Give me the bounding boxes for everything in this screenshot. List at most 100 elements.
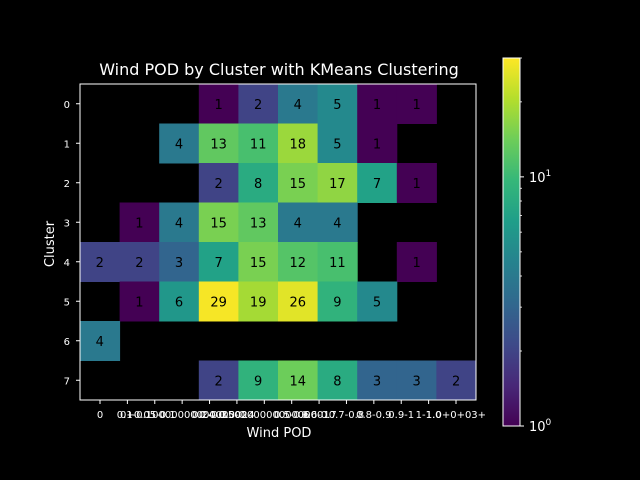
heatmap-cell — [198, 84, 239, 124]
heatmap-cell — [119, 242, 160, 282]
x-tick-label: 0.8-0.9 — [356, 410, 391, 421]
heatmap-cell — [159, 123, 200, 164]
cell-value-label: 1 — [373, 137, 381, 152]
cell-value-label: 13 — [210, 137, 227, 152]
x-tick-label: 0+ — [120, 410, 135, 421]
x-axis-label: Wind POD — [247, 426, 312, 441]
chart-title: Wind POD by Cluster with KMeans Clusteri… — [99, 60, 459, 79]
cell-value-label: 8 — [254, 177, 262, 192]
heatmap-cell — [396, 84, 437, 124]
heatmap-cell — [436, 360, 477, 401]
cell-value-label: 2 — [214, 374, 222, 389]
heatmap-cell — [198, 202, 239, 243]
heatmap-cell — [317, 281, 358, 322]
heatmap-cell — [396, 163, 437, 203]
heatmap-cell — [317, 123, 358, 164]
heatmap-cell — [159, 202, 200, 243]
cell-value-label: 1 — [214, 98, 222, 113]
heatmap-cell — [238, 360, 279, 401]
heatmap-cell — [357, 281, 398, 322]
heatmap-cell — [119, 281, 160, 322]
x-tick-label: 1-1.0 — [416, 410, 442, 421]
x-tick-label: 1.0+0+03+ — [426, 410, 486, 421]
y-tick-label: 6 — [64, 337, 70, 348]
cell-value-label: 1 — [412, 177, 420, 192]
y-tick-label: 3 — [64, 218, 70, 229]
heatmap-cell — [317, 84, 358, 124]
cell-value-label: 3 — [175, 256, 183, 271]
x-tick-label: 0.4-0.5000000000000001 — [199, 410, 330, 421]
cell-value-label: 2 — [254, 98, 262, 113]
cell-value-label: 5 — [333, 98, 341, 113]
heatmap-cell — [278, 202, 319, 243]
heatmap-cell — [317, 202, 358, 243]
plot-frame — [79, 83, 477, 401]
heatmap-cell — [159, 281, 200, 322]
heatmap-cell — [198, 360, 239, 401]
cell-value-label: 15 — [290, 177, 307, 192]
cell-value-label: 7 — [373, 177, 381, 192]
heatmap-cell — [238, 281, 279, 322]
x-tick-label: 0.7-0.8 — [329, 410, 364, 421]
cell-value-label: 4 — [333, 216, 341, 231]
x-axis-ticks: 0 0+ 0.05-0.10.1-0.10000000000000020.2-0.3… — [97, 400, 486, 421]
cell-value-label: 2 — [135, 256, 143, 271]
y-tick-label: 4 — [64, 258, 70, 269]
heatmap-cell — [238, 242, 279, 282]
heatmap-cell — [80, 242, 121, 282]
heatmap-cell — [198, 281, 239, 322]
x-tick-label: 0.5-0.6 — [274, 410, 309, 421]
heatmap-cell — [238, 202, 279, 243]
cell-value-label: 2 — [452, 374, 460, 389]
cell-value-label: 11 — [329, 256, 346, 271]
cell-value-label: 6 — [175, 295, 183, 310]
cell-value-label: 4 — [294, 98, 302, 113]
y-axis-ticks: 0 1 2 3 4 5 6 7 — [64, 100, 80, 387]
cell-value-label: 12 — [290, 256, 307, 271]
heatmap-cell — [198, 242, 239, 282]
x-tick-label: 0.6-0.7 — [301, 410, 336, 421]
cell-value-label: 26 — [290, 295, 307, 310]
y-tick-label: 2 — [64, 179, 70, 190]
y-tick-label: 1 — [64, 139, 70, 150]
cell-value-label: 11 — [250, 137, 267, 152]
y-axis-label: Cluster — [43, 220, 58, 267]
colorbar-tick-label: 101 — [529, 169, 551, 186]
heatmap-cell — [80, 321, 121, 361]
cell-value-label: 1 — [412, 256, 420, 271]
cell-value-label: 3 — [412, 374, 420, 389]
heatmap-cell — [238, 123, 279, 164]
heatmap-cell — [198, 123, 239, 164]
cell-value-label: 2 — [96, 256, 104, 271]
heatmap-cell — [278, 84, 319, 124]
cell-value-label: 4 — [294, 216, 302, 231]
colorbar: 100 101 — [502, 57, 552, 435]
heatmap-cell — [317, 242, 358, 282]
heatmap-cell — [357, 360, 398, 401]
colorbar-gradient — [502, 57, 521, 427]
cell-value-label: 9 — [254, 374, 262, 389]
cell-value-label: 15 — [210, 216, 227, 231]
x-tick-label: 0.9-1 — [388, 410, 414, 421]
cell-value-label: 7 — [214, 256, 222, 271]
heatmap-cell — [198, 163, 239, 203]
heatmap-cell — [278, 123, 319, 164]
x-tick-label: 0.2-0.3 — [192, 410, 227, 421]
heatmap-cell — [357, 84, 398, 124]
cell-value-label: 1 — [412, 98, 420, 113]
heatmap-cell — [278, 242, 319, 282]
y-tick-label: 5 — [64, 297, 70, 308]
cell-value-label: 1 — [373, 98, 381, 113]
x-tick-label: 0 — [97, 410, 103, 421]
heatmap-cell — [238, 163, 279, 203]
heatmap-cell — [396, 242, 437, 282]
cell-value-label: 5 — [373, 295, 381, 310]
cell-value-label: 8 — [333, 374, 341, 389]
cell-value-label: 9 — [333, 295, 341, 310]
cell-value-label: 1 — [135, 295, 143, 310]
heatmap-cell — [238, 84, 279, 124]
cell-value-label: 15 — [250, 256, 267, 271]
heatmap-plot-area: 1 2 4 5 1 14 13 11 18 5 12 8 15 17 7 11 4 15 13 4 42 2 3 7 15 12 1… — [79, 83, 477, 401]
y-tick-label: 7 — [64, 376, 70, 387]
